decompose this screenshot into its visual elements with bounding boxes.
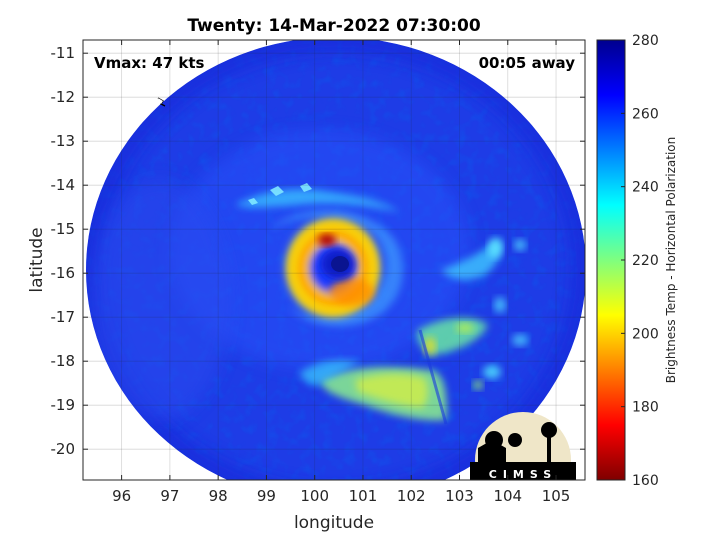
x-axis-ticks: 96 97 98 99 100 101 102 103 104 105 bbox=[112, 40, 570, 505]
colorbar-tick-label: 160 bbox=[632, 473, 659, 489]
west-region bbox=[90, 180, 230, 420]
eyewall-core bbox=[288, 221, 378, 315]
cimss-dish-2 bbox=[508, 433, 522, 447]
colorbar-tick-label: 220 bbox=[632, 253, 659, 269]
cimss-logo: CIMSS bbox=[470, 412, 576, 481]
colorbar-label: Brightness Temp - Horizontal Polarizatio… bbox=[664, 137, 678, 384]
east-cell-1 bbox=[494, 297, 506, 313]
south-rainband-core bbox=[355, 373, 428, 408]
y-tick-label: -19 bbox=[51, 396, 76, 414]
plot-frame bbox=[82, 39, 586, 481]
x-tick-label: 99 bbox=[257, 487, 276, 505]
x-tick-label: 101 bbox=[349, 487, 378, 505]
colorbar bbox=[596, 39, 626, 481]
northeast-rainband bbox=[440, 238, 502, 280]
east-cell-2 bbox=[512, 334, 528, 346]
cimss-dish-1 bbox=[485, 431, 503, 449]
y-axis-label: latitude bbox=[27, 227, 47, 292]
east-rainband-spot-2 bbox=[456, 323, 474, 333]
colorbar-tick-label: 280 bbox=[632, 33, 659, 49]
colorbar-tick-label: 200 bbox=[632, 326, 659, 342]
eyewall-warm-patch bbox=[330, 278, 374, 306]
microwave-swath bbox=[86, 40, 585, 480]
inner-spiral-band bbox=[270, 210, 403, 326]
coastline-fragment-fill bbox=[158, 98, 163, 104]
cimss-logo-banner bbox=[470, 462, 576, 480]
colorbar-tick-label: 240 bbox=[632, 180, 659, 196]
northeast-cell-2 bbox=[514, 239, 526, 251]
cimss-logo-text: CIMSS bbox=[489, 468, 557, 481]
east-cell-4 bbox=[473, 380, 483, 390]
y-tick-label: -14 bbox=[51, 176, 76, 194]
x-tick-label: 97 bbox=[160, 487, 179, 505]
x-tick-label: 98 bbox=[209, 487, 228, 505]
x-tick-label: 100 bbox=[300, 487, 329, 505]
y-tick-label: -13 bbox=[51, 132, 76, 150]
x-tick-label: 105 bbox=[542, 487, 571, 505]
y-axis-ticks: -11 -12 -13 -14 -15 -16 -17 -18 -19 -20 bbox=[51, 44, 585, 458]
north-cloud-dots bbox=[248, 183, 312, 205]
grid-lines bbox=[83, 40, 585, 480]
x-tick-label: 102 bbox=[397, 487, 426, 505]
x-axis-label: longitude bbox=[294, 513, 374, 533]
y-tick-label: -16 bbox=[51, 264, 76, 282]
y-tick-label: -20 bbox=[51, 440, 76, 458]
northeast-cell-1 bbox=[488, 238, 502, 258]
east-cell-3 bbox=[483, 365, 501, 379]
cimss-tower-leg bbox=[547, 432, 551, 462]
colorbar-tick-label: 180 bbox=[632, 400, 659, 416]
y-tick-label: -15 bbox=[51, 220, 76, 238]
y-tick-label: -17 bbox=[51, 308, 76, 326]
x-tick-label: 104 bbox=[493, 487, 522, 505]
x-tick-label: 96 bbox=[112, 487, 131, 505]
y-tick-label: -11 bbox=[51, 44, 76, 62]
chart-title: Twenty: 14-Mar-2022 07:30:00 bbox=[187, 16, 481, 36]
vmax-annotation: Vmax: 47 kts bbox=[94, 54, 204, 72]
colorbar-ticks: 160 180 200 220 240 260 280 bbox=[621, 33, 659, 489]
eyewall-hot-spot bbox=[318, 234, 336, 246]
cimss-tower-tank bbox=[541, 422, 557, 438]
x-tick-label: 103 bbox=[445, 487, 474, 505]
y-tick-label: -18 bbox=[51, 352, 76, 370]
colorbar-tick-label: 260 bbox=[632, 106, 659, 122]
south-rainband-outer bbox=[300, 360, 360, 386]
swath-seam bbox=[418, 329, 448, 425]
time-offset-annotation: 00:05 away bbox=[479, 54, 576, 72]
y-tick-label: -12 bbox=[51, 88, 76, 106]
eye-inner bbox=[331, 256, 349, 272]
